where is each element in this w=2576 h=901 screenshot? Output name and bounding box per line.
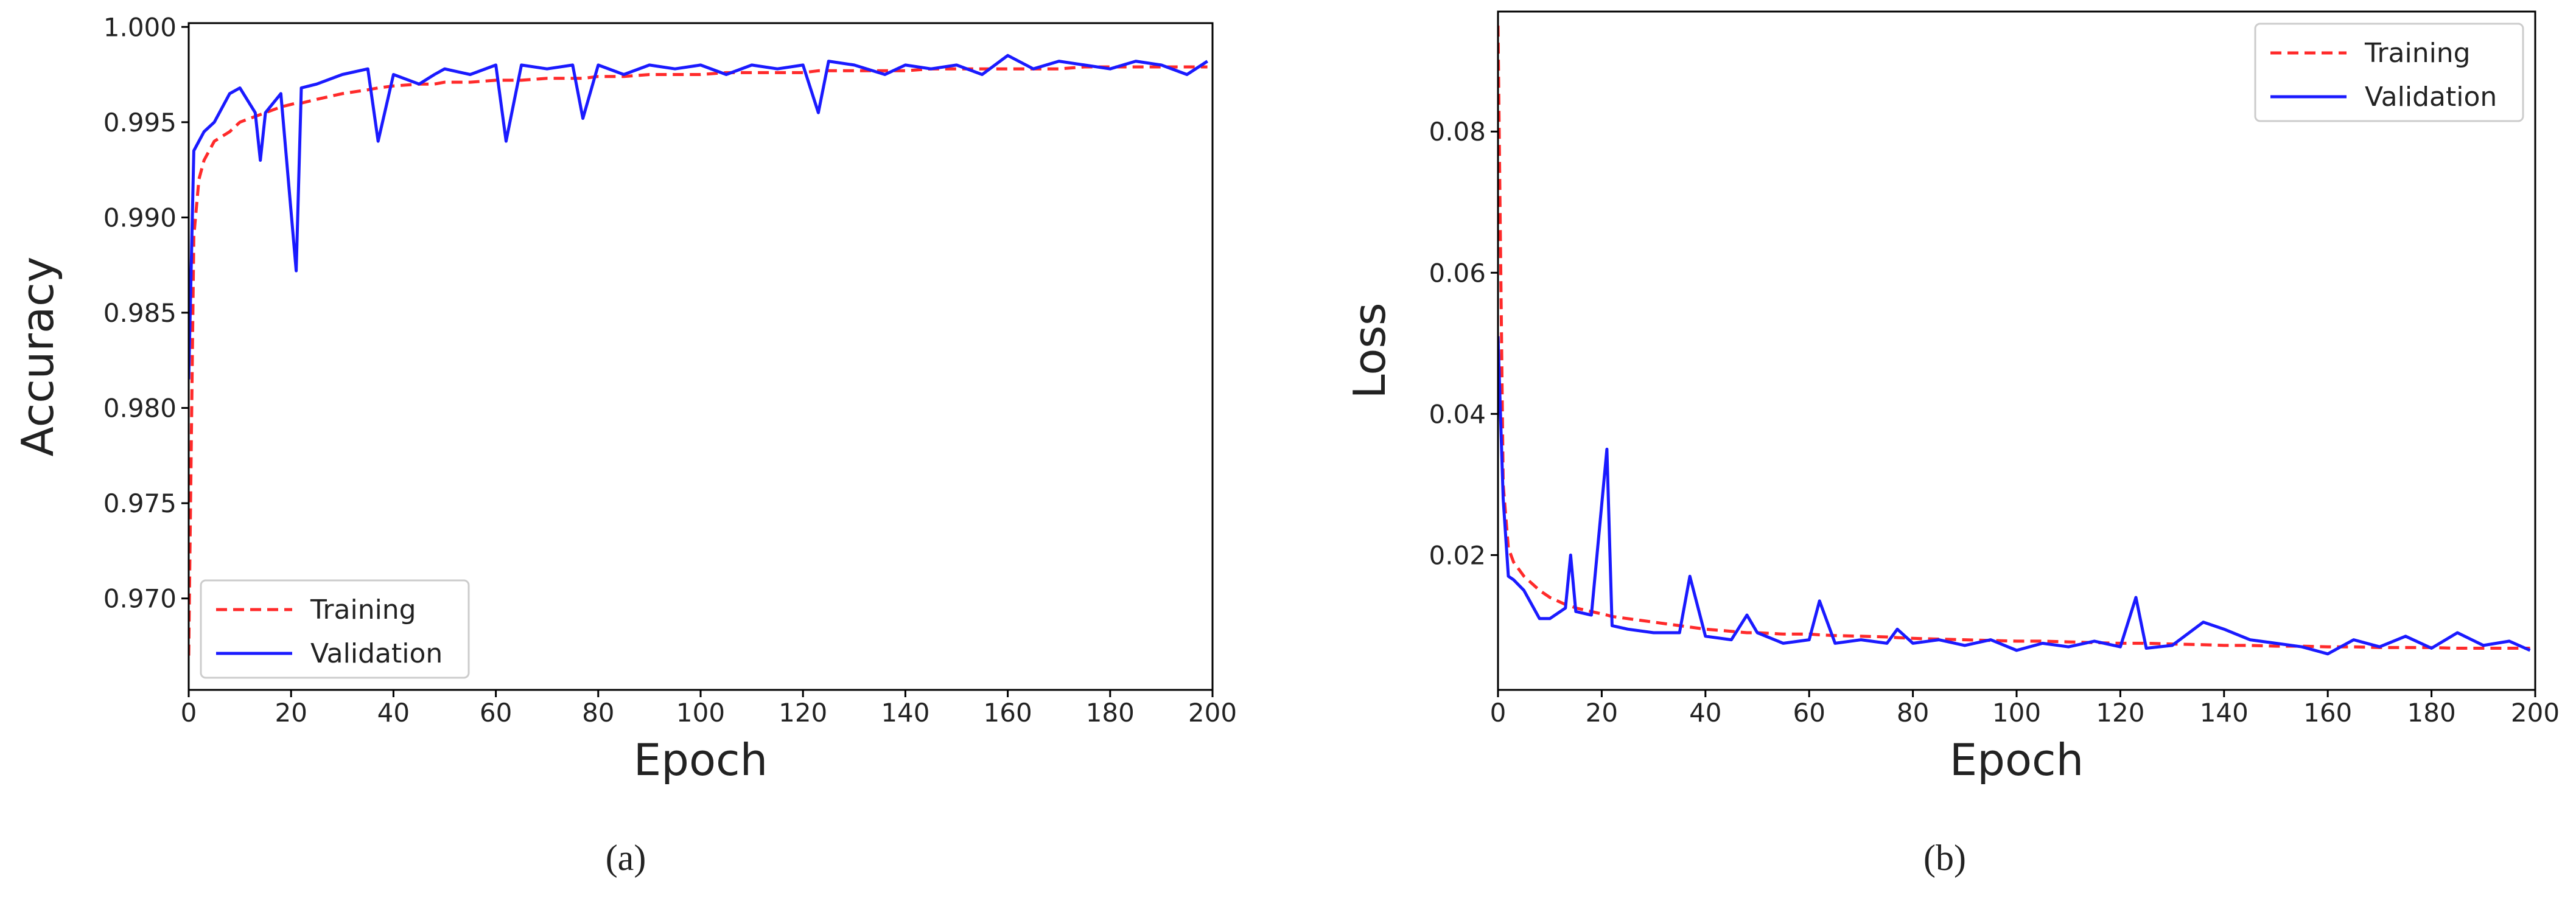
y-tick-label: 0.975 bbox=[103, 489, 177, 518]
plot-frame bbox=[1497, 10, 2536, 691]
y-tick-label: 0.995 bbox=[103, 108, 177, 137]
legend: Training Validation bbox=[2254, 23, 2524, 122]
x-tick-label: 80 bbox=[582, 698, 614, 728]
series-line bbox=[189, 65, 1208, 656]
x-tick-label: 120 bbox=[779, 698, 827, 728]
legend: Training Validation bbox=[200, 579, 470, 679]
y-tick-label: 0.970 bbox=[103, 584, 177, 614]
y-axis-label: Loss bbox=[1344, 303, 1395, 399]
legend-label: Validation bbox=[2365, 82, 2497, 113]
x-tick-label: 0 bbox=[181, 698, 197, 728]
legend-label: Training bbox=[310, 594, 416, 625]
y-tick-label: 1.000 bbox=[103, 12, 177, 42]
x-axis-label: Epoch bbox=[1950, 734, 2084, 785]
x-tick-label: 180 bbox=[1086, 698, 1135, 728]
y-tick-label: 0.06 bbox=[1429, 258, 1486, 288]
legend-label: Validation bbox=[310, 638, 443, 669]
x-tick-label: 100 bbox=[676, 698, 725, 728]
legend-label: Training bbox=[2364, 38, 2471, 69]
series-line bbox=[1498, 336, 2531, 656]
caption: (b) bbox=[1923, 838, 1966, 878]
x-tick-label: 40 bbox=[1689, 698, 1721, 728]
x-tick-label: 200 bbox=[1188, 698, 1237, 728]
x-tick-label: 60 bbox=[1793, 698, 1825, 728]
chart: 0 20 40 60 80 100 120 140 160 180 200 0.02 0.04 0.06 0… bbox=[1344, 10, 2560, 878]
x-tick-label: 20 bbox=[275, 698, 307, 728]
x-tick-label: 200 bbox=[2511, 698, 2560, 728]
y-tick-label: 0.02 bbox=[1429, 540, 1486, 570]
x-tick-label: 160 bbox=[984, 698, 1032, 728]
x-tick-label: 40 bbox=[377, 698, 410, 728]
x-tick-label: 100 bbox=[1992, 698, 2041, 728]
series-line bbox=[189, 54, 1208, 380]
y-tick-label: 0.04 bbox=[1429, 399, 1486, 429]
y-axis-label: Accuracy bbox=[12, 257, 63, 457]
y-tick-label: 0.985 bbox=[103, 298, 177, 328]
x-tick-label: 20 bbox=[1586, 698, 1618, 728]
caption: (a) bbox=[606, 838, 646, 878]
y-tick-label: 0.08 bbox=[1429, 117, 1486, 147]
x-tick-label: 120 bbox=[2096, 698, 2144, 728]
x-tick-label: 0 bbox=[1490, 698, 1507, 728]
y-tick-label: 0.980 bbox=[103, 394, 177, 423]
plot-frame bbox=[187, 22, 1214, 691]
y-tick-label: 0.990 bbox=[103, 203, 177, 232]
x-tick-label: 180 bbox=[2407, 698, 2456, 728]
x-tick-label: 140 bbox=[881, 698, 929, 728]
chart: 0 20 40 60 80 100 120 140 160 180 200 0.970 0.975 0.9… bbox=[12, 12, 1237, 878]
x-tick-label: 60 bbox=[480, 698, 512, 728]
x-tick-label: 80 bbox=[1897, 698, 1929, 728]
x-tick-label: 160 bbox=[2303, 698, 2352, 728]
x-tick-label: 140 bbox=[2200, 698, 2249, 728]
x-axis-label: Epoch bbox=[634, 734, 768, 785]
